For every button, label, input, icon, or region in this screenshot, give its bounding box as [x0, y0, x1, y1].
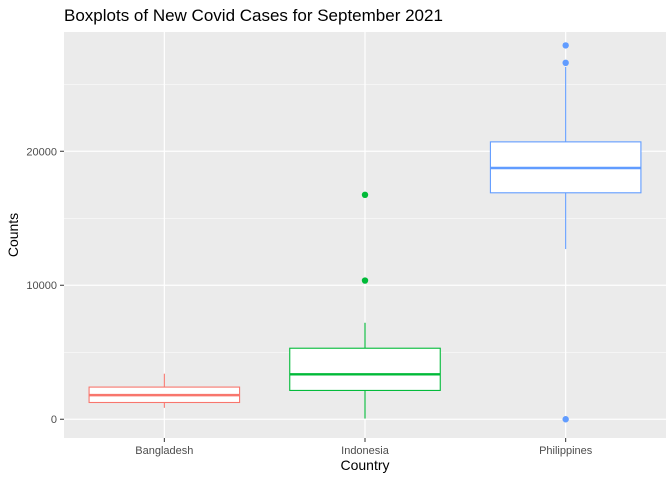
box-bangladesh [88, 373, 241, 408]
chart-title: Boxplots of New Covid Cases for Septembe… [64, 6, 443, 25]
box-body [289, 347, 441, 391]
outlier-point [562, 59, 569, 67]
box-philippines [489, 42, 642, 423]
x-tick-label: Philippines [539, 445, 593, 457]
box-indonesia [289, 191, 441, 419]
box-series [88, 42, 642, 423]
outlier-point [361, 277, 369, 284]
y-tick-label: 20000 [26, 146, 57, 158]
x-axis-ticks: Bangladesh Indonesia Philippines [135, 438, 593, 457]
x-axis-title: Country [340, 457, 389, 473]
y-axis-ticks: 0 10000 20000 [26, 146, 64, 426]
outlier-point [562, 416, 569, 423]
outlier-point [562, 42, 569, 49]
x-tick-label: Indonesia [341, 445, 390, 457]
y-tick-label: 10000 [26, 280, 57, 292]
y-tick-label: 0 [51, 414, 57, 426]
x-tick-label: Bangladesh [135, 445, 193, 457]
y-axis-title: Counts [5, 213, 21, 257]
outlier-point [361, 191, 369, 199]
